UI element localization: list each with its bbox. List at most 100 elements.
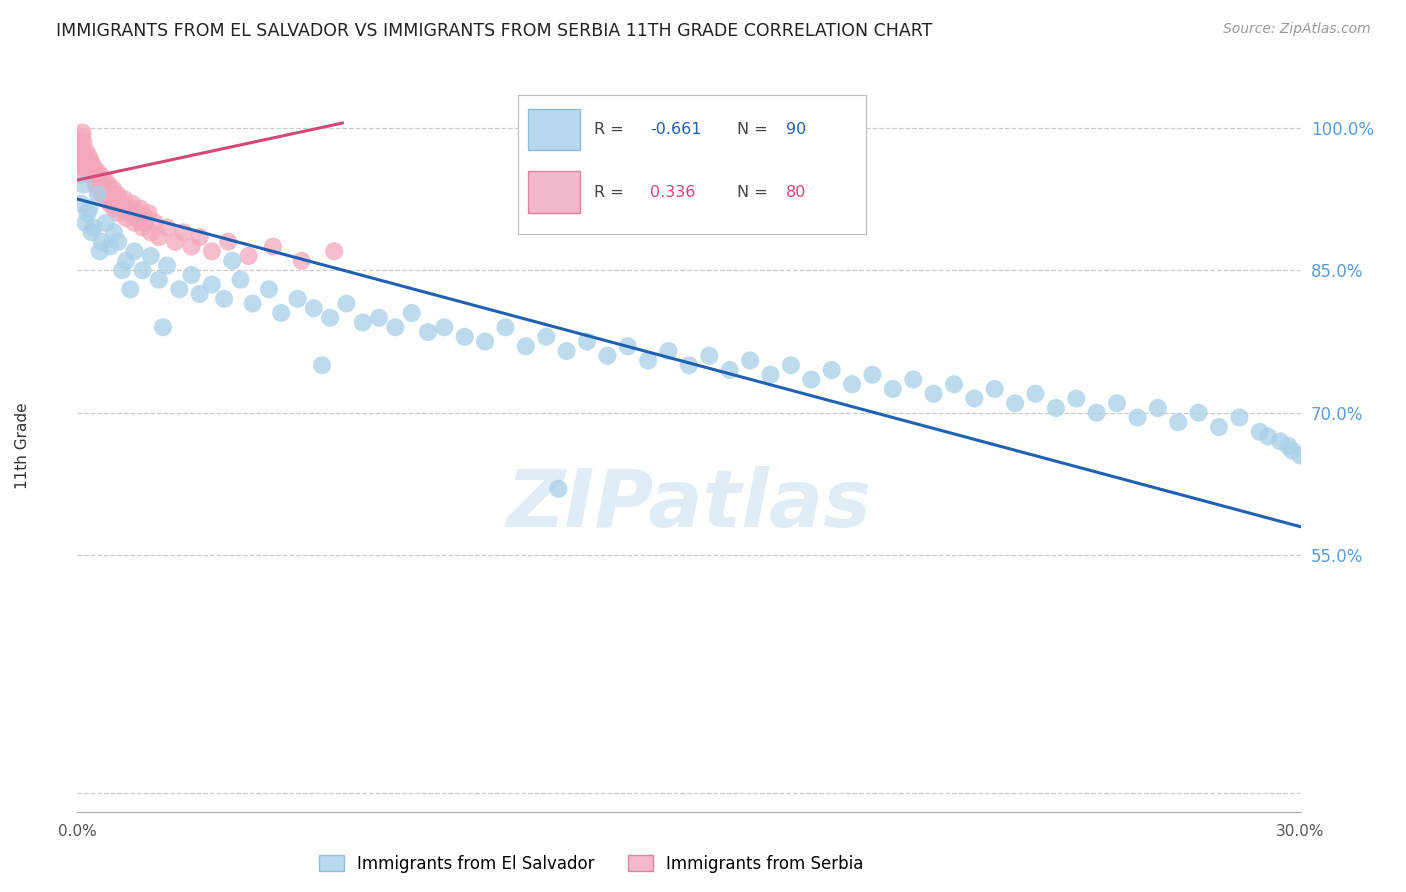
Point	[70, 130, 93, 145]
Point	[270, 306, 292, 320]
Point	[547, 482, 569, 496]
Point	[94, 192, 117, 206]
Point	[454, 330, 477, 344]
Point	[352, 316, 374, 330]
Point	[257, 282, 280, 296]
Point	[536, 330, 558, 344]
Point	[129, 202, 152, 216]
Point	[678, 358, 700, 372]
Point	[83, 173, 105, 187]
Point	[112, 192, 135, 206]
Point	[201, 277, 224, 292]
Point	[117, 206, 139, 220]
Point	[156, 259, 179, 273]
Point	[188, 230, 211, 244]
Point	[148, 230, 170, 244]
Point	[1167, 415, 1189, 429]
Point	[80, 159, 103, 173]
Point	[94, 216, 117, 230]
Point	[217, 235, 239, 249]
Point	[80, 225, 103, 239]
Point	[841, 377, 863, 392]
Point	[115, 211, 138, 225]
Point	[87, 178, 110, 192]
Point	[120, 282, 142, 296]
Point	[79, 163, 101, 178]
Point	[156, 220, 179, 235]
Point	[515, 339, 537, 353]
Point	[1270, 434, 1292, 449]
Text: Source: ZipAtlas.com: Source: ZipAtlas.com	[1223, 22, 1371, 37]
Point	[75, 154, 97, 169]
Point	[152, 320, 174, 334]
Point	[98, 178, 121, 192]
Point	[319, 310, 342, 325]
Point	[69, 140, 91, 154]
Point	[229, 273, 252, 287]
Point	[131, 220, 153, 235]
Point	[76, 163, 98, 178]
Point	[76, 206, 98, 220]
Point	[103, 225, 125, 239]
Point	[108, 202, 131, 216]
Point	[96, 187, 118, 202]
Point	[70, 154, 93, 169]
Point	[800, 372, 823, 386]
Point	[416, 325, 439, 339]
Point	[93, 178, 115, 192]
Point	[139, 249, 162, 263]
Point	[103, 182, 125, 196]
Point	[94, 173, 117, 187]
Point	[212, 292, 235, 306]
Point	[86, 168, 108, 182]
Point	[1281, 443, 1303, 458]
Point	[73, 149, 96, 163]
Point	[107, 235, 129, 249]
Point	[368, 310, 391, 325]
Point	[384, 320, 406, 334]
Point	[124, 216, 146, 230]
Point	[617, 339, 640, 353]
Point	[101, 187, 124, 202]
Point	[401, 306, 423, 320]
Point	[69, 168, 91, 182]
Point	[79, 202, 101, 216]
Point	[67, 159, 90, 173]
Point	[103, 202, 125, 216]
Point	[105, 187, 128, 202]
Point	[107, 206, 129, 220]
Point	[1004, 396, 1026, 410]
Point	[143, 216, 166, 230]
Point	[98, 196, 121, 211]
Point	[862, 368, 884, 382]
Point	[86, 163, 108, 178]
Point	[83, 220, 105, 235]
Point	[89, 173, 111, 187]
Point	[180, 268, 202, 282]
Point	[70, 135, 93, 149]
Text: IMMIGRANTS FROM EL SALVADOR VS IMMIGRANTS FROM SERBIA 11TH GRADE CORRELATION CHA: IMMIGRANTS FROM EL SALVADOR VS IMMIGRANT…	[56, 22, 932, 40]
Point	[79, 168, 101, 182]
Point	[138, 206, 160, 220]
Point	[104, 196, 127, 211]
Point	[287, 292, 309, 306]
Point	[169, 282, 191, 296]
Point	[903, 372, 925, 386]
Point	[90, 168, 112, 182]
Point	[75, 159, 97, 173]
Point	[125, 211, 148, 225]
Point	[72, 178, 94, 192]
Point	[90, 235, 112, 249]
Point	[699, 349, 721, 363]
Point	[72, 126, 94, 140]
Point	[311, 358, 333, 372]
Point	[120, 202, 142, 216]
Point	[188, 287, 211, 301]
Point	[302, 301, 325, 316]
Point	[124, 244, 146, 259]
Point	[984, 382, 1007, 396]
Point	[89, 244, 111, 259]
Point	[105, 192, 128, 206]
Point	[238, 249, 260, 263]
Point	[658, 344, 681, 359]
